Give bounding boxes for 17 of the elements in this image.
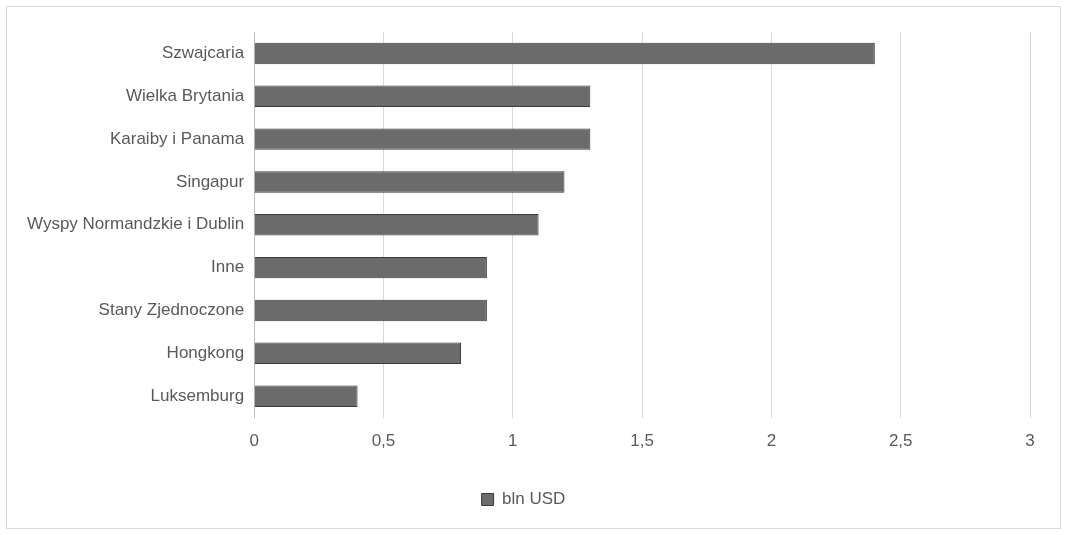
- y-tick-label: Luksemburg: [150, 385, 245, 405]
- x-tick-label: 0: [249, 431, 259, 451]
- y-tick-label: Hongkong: [166, 343, 245, 363]
- y-tick-label: Stany Zjednoczone: [98, 300, 245, 320]
- x-tick-label: 1: [508, 431, 518, 451]
- y-tick-label: Inne: [211, 257, 245, 277]
- y-tick-label: Singapur: [176, 171, 245, 191]
- legend-label: bln USD: [502, 489, 566, 509]
- y-tick-label: Wielka Brytania: [126, 85, 245, 105]
- x-tick-label: 0,5: [371, 431, 396, 451]
- x-tick-label: 2: [766, 431, 777, 451]
- x-tick-label: 3: [1025, 431, 1035, 451]
- y-tick-label: Wyspy Normandzkie i Dublin: [27, 214, 245, 234]
- y-tick-label: Szwajcaria: [161, 43, 245, 63]
- y-tick-label: Karaiby i Panama: [109, 128, 245, 148]
- x-tick-label: 2,5: [888, 431, 913, 451]
- x-tick-label: 1,5: [630, 431, 654, 451]
